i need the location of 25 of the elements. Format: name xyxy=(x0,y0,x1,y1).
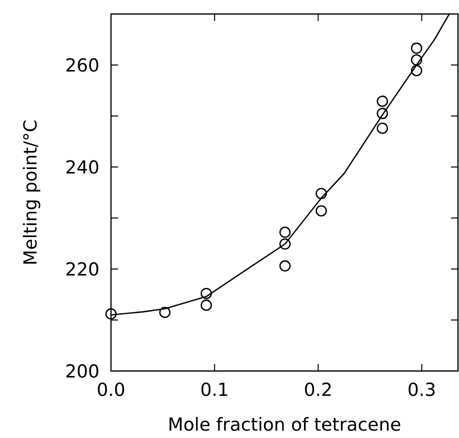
x-tick-label: 0.3 xyxy=(408,382,435,396)
x-tick-label: 0.0 xyxy=(98,382,124,396)
point xyxy=(410,64,422,76)
y-tick-label: 240 xyxy=(66,160,98,174)
point xyxy=(200,288,212,300)
x-tick-label: 0.1 xyxy=(201,382,228,396)
point xyxy=(279,238,291,250)
point xyxy=(376,96,388,107)
point xyxy=(105,308,117,320)
point xyxy=(376,108,388,120)
x-axis-title: Mole fraction of tetracene xyxy=(170,417,400,431)
point xyxy=(410,42,422,54)
point xyxy=(316,188,327,200)
point xyxy=(279,226,291,238)
y-tick-label: 200 xyxy=(66,364,98,378)
point xyxy=(159,306,171,318)
y-tick-label: 220 xyxy=(66,262,98,276)
y-tick-label: 260 xyxy=(66,58,98,72)
point xyxy=(200,300,212,311)
point xyxy=(376,122,388,134)
x-tick-label: 0.2 xyxy=(305,382,331,396)
y-axis-title: Melting point/°C xyxy=(22,120,40,264)
point xyxy=(279,260,291,272)
point xyxy=(316,205,327,216)
point xyxy=(410,54,422,66)
